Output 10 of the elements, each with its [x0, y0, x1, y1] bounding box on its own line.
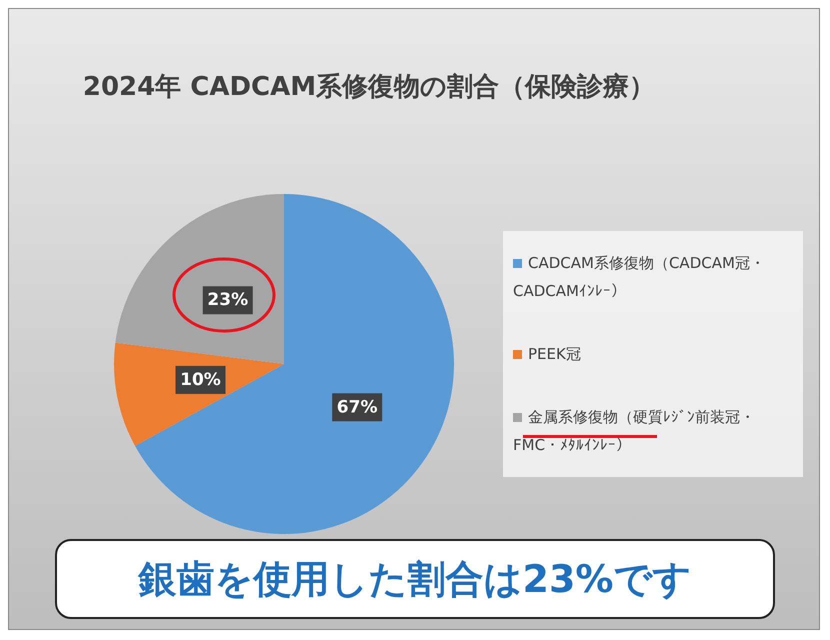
- chart-title: 2024年 CADCAM系修復物の割合（保険診療）: [82, 71, 656, 104]
- data-label: 67%: [336, 397, 378, 418]
- legend-label: CADCAM系修復物（CADCAM冠・CADCAMｲﾝﾚｰ）: [513, 253, 766, 302]
- text: 銀歯を使用した割合は23%です: [55, 539, 775, 619]
- legend-label: PEEK冠: [527, 344, 582, 365]
- legend-label: 金属系修復物（硬質ﾚｼﾞﾝ前装冠・FMC・ﾒﾀﾙｲﾝﾚｰ）: [513, 407, 756, 456]
- pie-slice: [135, 194, 454, 534]
- data-label: 23%: [207, 290, 248, 310]
- pie-slice: [115, 194, 284, 364]
- data-label: 10%: [180, 370, 221, 390]
